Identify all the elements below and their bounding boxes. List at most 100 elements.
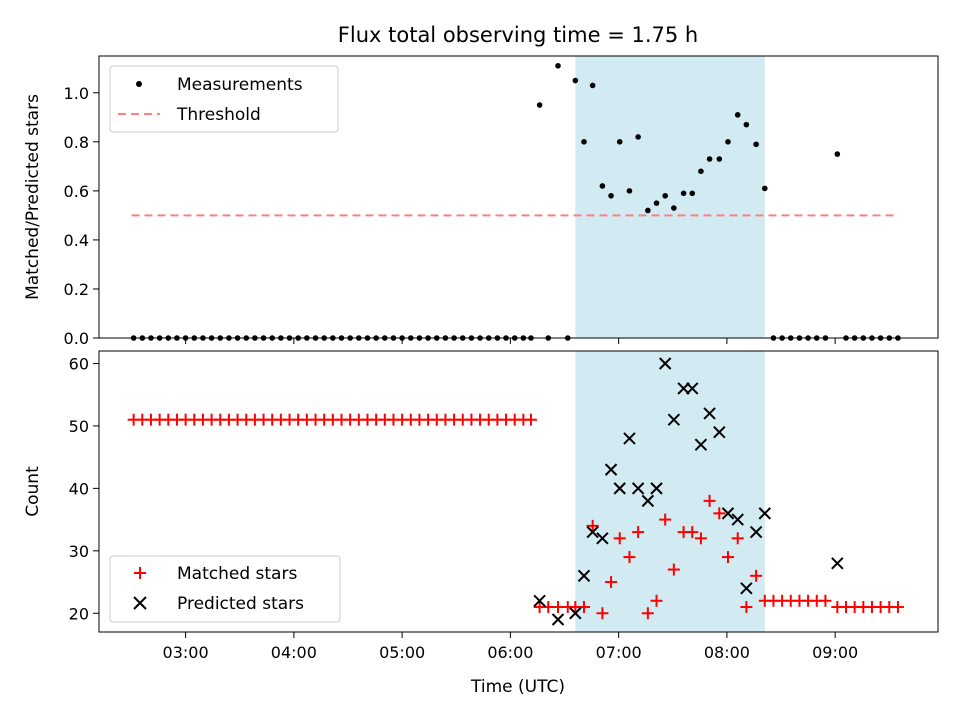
top-shaded-span [575, 56, 765, 338]
matched-star-point [613, 532, 626, 545]
measurement-point [662, 192, 668, 199]
top-x-axis-ticks [185, 338, 836, 344]
predicted-stars-legend-marker [133, 596, 147, 610]
predicted-star-point [749, 525, 763, 539]
matched-star-point [623, 551, 636, 564]
measurement-point [635, 134, 641, 140]
predicted-star-point [641, 494, 655, 508]
y-tick-label: 0.2 [64, 280, 89, 299]
measurement-point [555, 63, 561, 69]
measurement-point [653, 200, 660, 206]
measurement-point [599, 183, 606, 189]
predicted-star-point [713, 425, 726, 439]
legend-label-measurements: Measurements [177, 75, 303, 95]
legend-label-predicted-stars: Predicted stars [177, 594, 304, 614]
bottom-legend-frame [109, 555, 341, 623]
measurement-point [716, 156, 723, 162]
x-tick-label: 09:00 [812, 643, 858, 662]
matched-star-point [891, 601, 904, 614]
y-tick-label: 50 [69, 417, 89, 436]
y-tick-label: 60 [69, 354, 89, 373]
bottom-y-axis-ticks: 20 30 40 50 60 [69, 354, 99, 623]
y-tick-label: 0.6 [64, 182, 89, 201]
matched-star-point [694, 532, 707, 545]
top-panel: 0.0 0.2 0.4 0.6 0.8 1.0 Matched/Predicted sta… [23, 55, 939, 348]
measurement-point [589, 82, 596, 89]
matched-star-point [596, 607, 609, 620]
predicted-star-point [569, 607, 582, 620]
top-y-axis-label: Matched/Predicted stars [23, 94, 43, 300]
matched-stars-layer [127, 413, 904, 620]
matched-star-point [750, 569, 763, 582]
measurement-point [834, 151, 841, 157]
y-tick-label: 30 [69, 542, 89, 561]
bottom-panel: 20 30 40 50 60 03:00 04:00 05:00 06:00 07:00 08:0… [23, 350, 939, 697]
x-tick-label: 04:00 [271, 643, 317, 662]
y-tick-label: 20 [69, 604, 89, 623]
bottom-y-axis-label: Count [23, 466, 43, 517]
matched-star-point [686, 526, 699, 539]
matched-star-point [577, 601, 590, 614]
measurement-point [581, 139, 587, 145]
measurement-point [536, 102, 543, 108]
y-tick-label: 0.0 [64, 329, 89, 348]
predicted-star-point [731, 513, 744, 526]
bottom-axes-frame [98, 350, 939, 633]
matched-star-point [703, 494, 716, 507]
matched-star-point [659, 513, 672, 526]
matched-star-point [641, 607, 654, 620]
measurement-point [753, 141, 759, 148]
matched-star-point [740, 601, 753, 614]
predicted-star-point [551, 613, 565, 626]
top-legend: Measurements Threshold [109, 65, 339, 133]
measurement-point [698, 168, 704, 175]
x-axis-label: Time (UTC) [470, 677, 565, 697]
legend-label-matched-stars: Matched stars [177, 564, 297, 584]
measurements-legend-marker [136, 81, 142, 87]
measurement-point [725, 139, 731, 145]
predicted-stars-layer [533, 357, 844, 626]
matched-star-point [586, 519, 599, 532]
bottom-shaded-span [575, 351, 765, 632]
measurement-point [761, 185, 768, 192]
measurement-point [616, 139, 623, 145]
predicted-star-point [631, 482, 645, 495]
predicted-star-point [586, 525, 599, 539]
matched-star-point [721, 551, 734, 564]
matched-star-point [731, 532, 744, 545]
predicted-star-point [533, 594, 546, 607]
x-tick-label: 05:00 [379, 643, 425, 662]
measurement-point [608, 192, 614, 199]
y-tick-label: 0.8 [64, 133, 89, 152]
measurement-point [706, 156, 713, 162]
x-tick-label: 07:00 [596, 643, 642, 662]
chart-title: Flux total observing time = 1.75 h [338, 23, 698, 47]
matched-star-point [632, 526, 645, 539]
bottom-legend: Matched stars Predicted stars [109, 555, 341, 623]
measurement-point [645, 207, 651, 214]
matched-stars-legend-marker [134, 567, 146, 579]
predicted-star-point [667, 413, 681, 426]
x-tick-label: 06:00 [487, 643, 533, 662]
matched-star-point [605, 576, 618, 589]
matched-star-point [650, 594, 663, 607]
predicted-star-point [650, 482, 663, 495]
measurement-point [572, 77, 579, 84]
predicted-star-point [831, 557, 844, 570]
top-axes-frame [98, 55, 939, 339]
y-tick-label: 40 [69, 479, 89, 498]
matched-star-point [524, 413, 537, 426]
predicted-star-point [613, 482, 626, 495]
predicted-star-point [758, 507, 771, 520]
matched-star-point [667, 563, 680, 576]
matched-star-point [713, 507, 726, 520]
measurement-point [671, 205, 677, 211]
matched-star-point [819, 594, 832, 607]
measurement-point [680, 190, 687, 197]
predicted-star-point [596, 532, 609, 545]
y-tick-label: 0.4 [64, 231, 89, 250]
predicted-star-point [740, 582, 753, 595]
predicted-star-point [577, 569, 591, 583]
measurement-point [626, 188, 633, 194]
